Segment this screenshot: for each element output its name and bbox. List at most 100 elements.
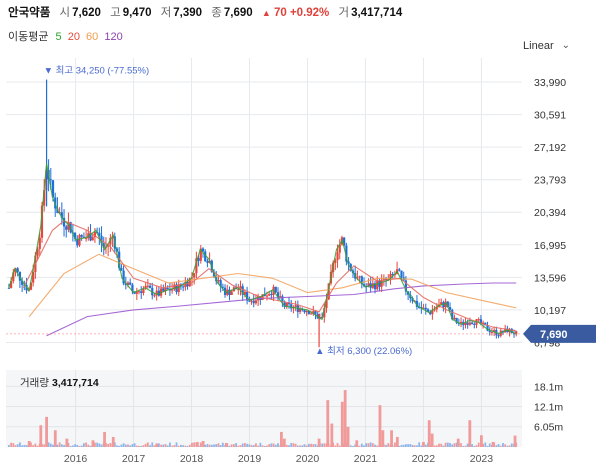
candle-body <box>398 269 401 271</box>
candle-body <box>155 290 158 296</box>
volume-bar <box>23 444 26 447</box>
volume-bar <box>499 445 502 447</box>
volume-bar <box>124 444 127 447</box>
candle-body <box>444 301 447 308</box>
volume-bar <box>215 444 218 447</box>
volume-bar <box>49 443 52 447</box>
candle-body <box>118 251 121 268</box>
volume-spike-bar <box>378 405 382 447</box>
volume-bar <box>76 444 79 447</box>
candle-body <box>80 235 83 237</box>
candle-body <box>323 308 326 318</box>
scale-select[interactable]: Linear ⌄ <box>523 40 570 52</box>
volume-bar <box>221 442 224 447</box>
volume-bar <box>497 443 500 447</box>
volume-bar <box>173 445 176 447</box>
volume-bar <box>14 445 17 447</box>
candle-body <box>40 205 44 238</box>
volume-bar <box>413 445 416 447</box>
candle-body <box>294 305 297 308</box>
volume-bar <box>385 444 387 447</box>
volume-bar <box>312 444 315 447</box>
candle-body <box>98 232 101 236</box>
candle-body <box>228 289 231 296</box>
ma-period-5[interactable]: 5 <box>55 31 62 43</box>
volume-bar <box>272 443 275 447</box>
volume-bar <box>482 443 485 447</box>
volume-bar <box>250 445 253 447</box>
candle-body <box>512 333 516 335</box>
volume-bar <box>475 445 478 447</box>
volume-bar <box>239 445 242 447</box>
candle-body <box>510 328 513 334</box>
volume-bar <box>138 445 140 447</box>
volume-bar <box>122 443 125 447</box>
candle-body <box>464 322 467 326</box>
candle-body <box>43 190 46 206</box>
candle-body <box>367 283 370 287</box>
candle-body <box>56 208 59 214</box>
candle-body <box>173 284 176 290</box>
volume-bar <box>12 443 15 447</box>
volume-bar <box>367 443 370 447</box>
volume-bar <box>363 445 365 447</box>
candle-body <box>237 288 240 290</box>
volume-bar <box>94 442 96 447</box>
volume-bar <box>405 444 407 447</box>
volume-bar <box>418 442 421 447</box>
volume-bar <box>182 445 185 447</box>
volume-spike-bar <box>27 440 31 447</box>
volume-bar <box>374 444 376 447</box>
volume-bar <box>232 444 235 447</box>
volume-bar <box>213 444 215 447</box>
candle-body <box>279 296 282 298</box>
volume-bar <box>217 443 220 447</box>
candle-body <box>148 285 152 288</box>
candle-body <box>78 235 81 246</box>
volume-bar <box>387 443 390 447</box>
volume-bar <box>462 445 465 447</box>
volume-bar <box>107 443 110 447</box>
volume-bar <box>486 445 489 447</box>
volume-bar <box>118 445 121 447</box>
ma-period-120[interactable]: 120 <box>104 31 123 43</box>
volume-spike-bar <box>430 433 434 447</box>
volume-bar <box>261 445 264 447</box>
volume-y-tick-label: 12.1m <box>534 401 563 413</box>
volume-spike-bar <box>340 401 344 447</box>
candle-body <box>73 232 77 239</box>
volume-bar <box>471 444 473 447</box>
volume-bar <box>204 444 207 447</box>
volume-bar <box>206 444 209 447</box>
candle-body <box>239 286 242 289</box>
ma-period-60[interactable]: 60 <box>86 31 99 43</box>
volume-bar <box>477 442 480 447</box>
price-y-tick-label: 33,990 <box>534 77 566 89</box>
volume-bar <box>16 444 19 447</box>
volume-bar <box>301 445 304 447</box>
ma-period-20[interactable]: 20 <box>67 31 80 43</box>
high-value: 9,470 <box>122 7 152 19</box>
moving-average-legend[interactable]: 이동평균 5 20 60 120 <box>8 28 126 44</box>
candle-body <box>199 248 202 261</box>
volume-bar <box>354 444 357 447</box>
volume-bar <box>32 445 35 447</box>
volume-bar <box>376 445 379 447</box>
low-label: 저 <box>160 7 172 19</box>
candle-body <box>440 302 443 305</box>
candle-body <box>466 322 469 325</box>
volume-bar <box>296 445 299 447</box>
candle-body <box>102 243 105 248</box>
candle-body <box>287 302 291 305</box>
volume-bar <box>120 444 123 447</box>
candle-body <box>358 276 361 278</box>
candle-body <box>131 284 134 292</box>
volume-bar <box>266 445 268 447</box>
candle-body <box>343 237 346 246</box>
volume-bar <box>424 444 427 447</box>
candle-body <box>124 283 127 285</box>
candle-body <box>142 288 145 293</box>
candle-body <box>479 319 483 324</box>
volume-bar <box>464 445 467 447</box>
